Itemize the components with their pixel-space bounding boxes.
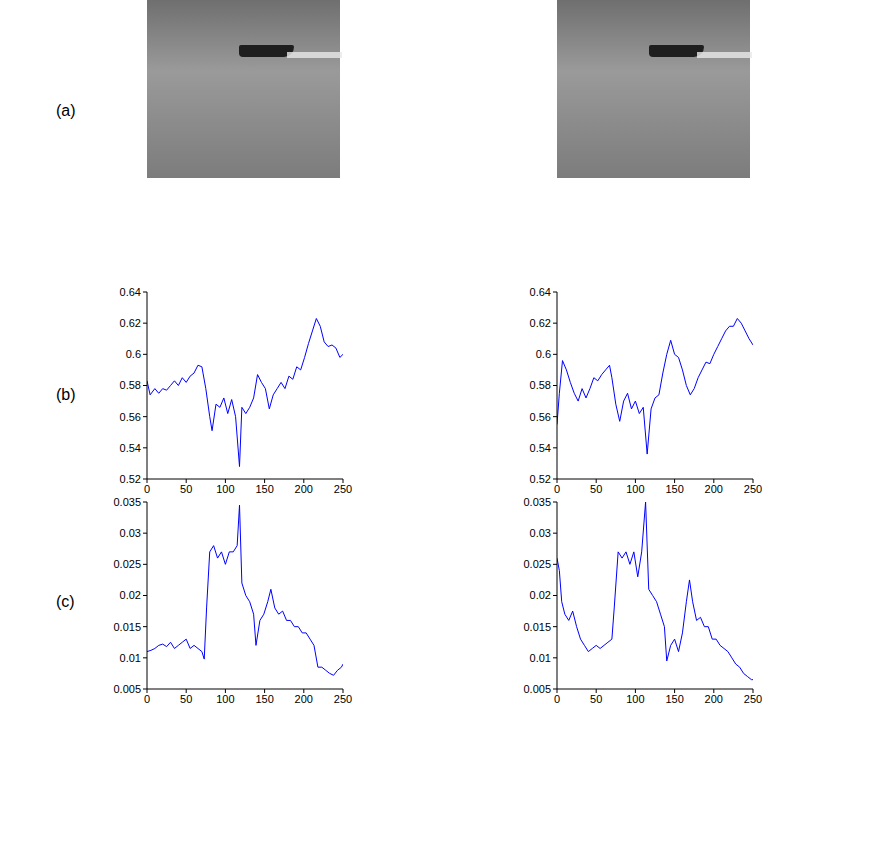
svg-text:100: 100 [216, 693, 234, 705]
svg-text:200: 200 [295, 483, 313, 495]
svg-text:0.015: 0.015 [113, 621, 141, 633]
svg-text:0.64: 0.64 [530, 286, 551, 298]
svg-text:50: 50 [180, 483, 192, 495]
svg-text:0.62: 0.62 [530, 317, 551, 329]
svg-text:0.56: 0.56 [120, 411, 141, 423]
html-text:(a): (a) [56, 102, 76, 119]
svg-text:0.005: 0.005 [113, 683, 141, 695]
svg-text:50: 50 [180, 693, 192, 705]
svg-text:150: 150 [665, 483, 683, 495]
svg-text:100: 100 [626, 483, 644, 495]
svg-text:0.03: 0.03 [120, 527, 141, 539]
svg-text:0.01: 0.01 [120, 652, 141, 664]
svg-text:0.6: 0.6 [536, 348, 551, 360]
svg-text:0.56: 0.56 [530, 411, 551, 423]
svg-text:250: 250 [334, 693, 352, 705]
svg-text:0: 0 [144, 483, 150, 495]
svg-text:50: 50 [590, 483, 602, 495]
svg-text:0: 0 [554, 483, 560, 495]
svg-text:0.02: 0.02 [530, 589, 551, 601]
svg-text:0: 0 [554, 693, 560, 705]
svg-text:0.54: 0.54 [530, 442, 551, 454]
svg-text:250: 250 [744, 483, 762, 495]
svg-text:0.01: 0.01 [530, 652, 551, 664]
svg-text:0.54: 0.54 [120, 442, 141, 454]
svg-text:0.02: 0.02 [120, 589, 141, 601]
html-text:(b): (b) [56, 386, 76, 403]
svg-text:0.58: 0.58 [120, 379, 141, 391]
svg-text:0.03: 0.03 [530, 527, 551, 539]
svg-text:150: 150 [665, 693, 683, 705]
svg-text:100: 100 [626, 693, 644, 705]
svg-text:0.015: 0.015 [523, 621, 551, 633]
svg-text:0.035: 0.035 [523, 496, 551, 508]
svg-text:250: 250 [744, 693, 762, 705]
html-text:(c): (c) [56, 593, 75, 610]
svg-text:0.52: 0.52 [120, 473, 141, 485]
svg-text:0.62: 0.62 [120, 317, 141, 329]
svg-text:200: 200 [705, 483, 723, 495]
svg-text:0.005: 0.005 [523, 683, 551, 695]
svg-text:0.035: 0.035 [113, 496, 141, 508]
svg-text:0: 0 [144, 693, 150, 705]
svg-text:200: 200 [705, 693, 723, 705]
svg-text:0.6: 0.6 [126, 348, 141, 360]
svg-text:150: 150 [255, 693, 273, 705]
svg-text:0.58: 0.58 [530, 379, 551, 391]
svg-text:0.52: 0.52 [530, 473, 551, 485]
svg-text:150: 150 [255, 483, 273, 495]
svg-text:0.025: 0.025 [113, 558, 141, 570]
svg-text:0.025: 0.025 [523, 558, 551, 570]
svg-text:0.64: 0.64 [120, 286, 141, 298]
svg-text:250: 250 [334, 483, 352, 495]
svg-text:200: 200 [295, 693, 313, 705]
svg-text:100: 100 [216, 483, 234, 495]
svg-text:50: 50 [590, 693, 602, 705]
